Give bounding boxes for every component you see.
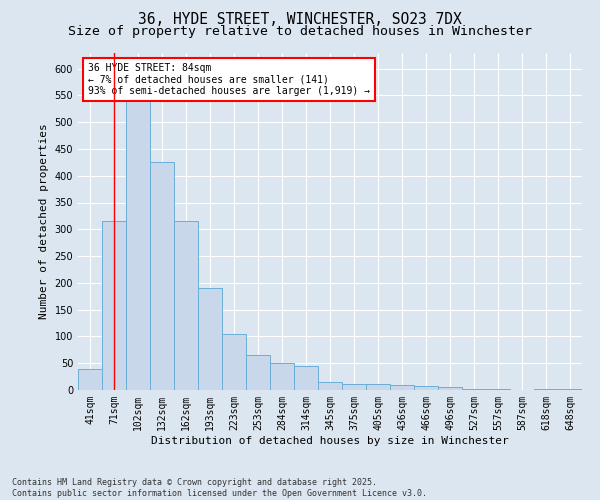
Bar [78,368,102,390]
Bar [294,366,318,390]
Bar [462,389,486,390]
X-axis label: Distribution of detached houses by size in Winchester: Distribution of detached houses by size … [151,436,509,446]
Bar [198,288,222,390]
Bar [270,363,294,390]
Bar [366,384,390,390]
Bar [150,162,174,390]
Bar [390,384,414,390]
Bar [318,382,342,390]
Bar [342,384,366,390]
Text: Contains HM Land Registry data © Crown copyright and database right 2025.
Contai: Contains HM Land Registry data © Crown c… [12,478,427,498]
Bar [246,355,270,390]
Bar [174,221,198,390]
Bar [102,221,126,390]
Text: 36, HYDE STREET, WINCHESTER, SO23 7DX: 36, HYDE STREET, WINCHESTER, SO23 7DX [138,12,462,28]
Bar [414,386,438,390]
Bar [126,100,150,390]
Text: Size of property relative to detached houses in Winchester: Size of property relative to detached ho… [68,25,532,38]
Text: 36 HYDE STREET: 84sqm
← 7% of detached houses are smaller (141)
93% of semi-deta: 36 HYDE STREET: 84sqm ← 7% of detached h… [88,62,370,96]
Bar [438,388,462,390]
Y-axis label: Number of detached properties: Number of detached properties [39,124,49,319]
Bar [222,334,246,390]
